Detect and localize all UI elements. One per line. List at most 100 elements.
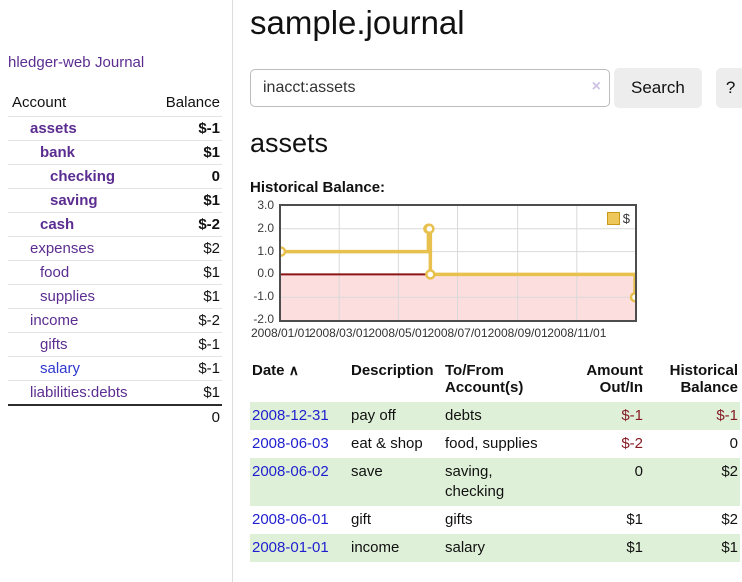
register-header-amount: Amount Out/In	[586, 362, 643, 396]
account-heading: assets	[250, 128, 329, 158]
account-row: gifts $-1	[8, 332, 222, 357]
accounts-header-balance: Balance	[165, 94, 220, 111]
register-header-date-label: Date	[252, 362, 285, 379]
y-tick-label: 2.0	[257, 220, 274, 235]
chart-plot-area[interactable]: $	[279, 204, 637, 322]
account-balance: $1	[150, 188, 222, 213]
account-row: assets $-1	[8, 116, 222, 141]
account-link-gifts[interactable]: gifts	[40, 336, 68, 353]
search-input[interactable]	[250, 69, 610, 107]
transaction-date-link[interactable]: 2008-06-02	[252, 463, 329, 480]
register-header-balance: Historical Balance	[669, 362, 738, 396]
x-tick-label: 2008/09/01	[487, 326, 548, 340]
sort-ascending-icon: ∧	[288, 362, 299, 378]
register-row: 2008-06-02 save saving, checking 0 $2	[250, 458, 740, 506]
transaction-date-link[interactable]: 2008-01-01	[252, 539, 329, 556]
account-balance: 0	[150, 164, 222, 189]
account-link-salary[interactable]: salary	[40, 360, 81, 377]
account-link-supplies[interactable]: supplies	[40, 288, 96, 305]
help-button[interactable]: ?	[715, 68, 742, 108]
transaction-description: gift	[351, 511, 372, 528]
transaction-date-link[interactable]: 2008-06-03	[252, 435, 329, 452]
search-box: ×	[250, 69, 610, 107]
transaction-balance: $2	[721, 463, 738, 480]
accounts-header-row: Account Balance	[8, 90, 222, 117]
chart-legend: $	[606, 211, 630, 226]
y-tick-label: -1.0	[253, 289, 274, 304]
transaction-balance: $-1	[716, 407, 738, 424]
transaction-amount: $1	[626, 511, 643, 528]
transaction-description: save	[351, 463, 383, 480]
account-row: food $1	[8, 260, 222, 285]
search-form: × Search ?	[250, 68, 742, 108]
account-balance: $1	[150, 260, 222, 285]
main-content: sample.journal × Search ? assets Histori…	[233, 0, 742, 582]
account-link-cash[interactable]: cash	[40, 216, 75, 233]
x-tick-label: 2008/11/01	[547, 326, 607, 340]
x-tick-label: 2008/01/01	[250, 326, 312, 340]
chart-title: Historical Balance:	[250, 179, 386, 196]
page-title: sample.journal	[250, 4, 465, 41]
account-link-income[interactable]: income	[30, 312, 79, 329]
register-row: 2008-01-01 income salary $1 $1	[250, 534, 740, 562]
balance-chart: 3.0 2.0 1.0 0.0 -1.0 -2.0 $ 2008/01/01 2008/03…	[250, 198, 650, 346]
account-balance: $-2	[150, 308, 222, 333]
account-balance: $1	[150, 380, 222, 405]
transaction-amount: $1	[626, 539, 643, 556]
transaction-date-link[interactable]: 2008-06-01	[252, 511, 329, 528]
register-row: 2008-06-03 eat & shop food, supplies $-2…	[250, 430, 740, 458]
x-tick-label: 2008/07/01	[427, 326, 488, 340]
transaction-balance: 0	[729, 435, 738, 452]
legend-swatch-icon	[606, 212, 620, 225]
transaction-account: gifts	[445, 511, 473, 528]
account-balance: $-1	[150, 356, 222, 381]
register-header-date[interactable]: Date ∧	[250, 360, 349, 402]
y-tick-label: 0.0	[257, 266, 274, 281]
search-button[interactable]: Search	[614, 68, 702, 108]
account-link-liabilities-debts[interactable]: liabilities:debts	[30, 384, 128, 401]
x-tick-label: 2008/03/01	[309, 326, 370, 340]
account-link-checking[interactable]: checking	[50, 168, 116, 185]
register-row: 2008-06-01 gift gifts $1 $2	[250, 506, 740, 534]
transaction-date-link[interactable]: 2008-12-31	[252, 407, 329, 424]
transaction-account: debts	[445, 407, 482, 424]
account-link-saving[interactable]: saving	[50, 192, 98, 209]
account-link-food[interactable]: food	[40, 264, 70, 281]
transaction-description: income	[351, 539, 400, 556]
account-link-assets[interactable]: assets	[30, 120, 77, 137]
account-link-bank[interactable]: bank	[40, 144, 76, 161]
accounts-total-balance: 0	[150, 404, 222, 429]
register-header-description: Description	[351, 362, 434, 379]
transaction-description: eat & shop	[351, 435, 423, 452]
transaction-balance: $2	[721, 511, 738, 528]
register-table: Date ∧ Description To/From Account(s) Am…	[250, 360, 740, 562]
sidebar-item-journal[interactable]: Journal	[95, 54, 145, 71]
clear-search-icon[interactable]: ×	[591, 78, 601, 95]
transaction-account: saving, checking	[445, 463, 505, 500]
account-row: liabilities:debts $1	[8, 380, 222, 405]
sidebar: hledger-web Journal Account Balance asse…	[0, 0, 233, 582]
transaction-account: salary	[445, 539, 486, 556]
account-link-expenses[interactable]: expenses	[30, 240, 95, 257]
account-row: saving $1	[8, 188, 222, 213]
y-tick-label: -2.0	[253, 312, 274, 326]
legend-label: $	[622, 211, 630, 226]
transaction-balance: $1	[721, 539, 738, 556]
account-row: expenses $2	[8, 236, 222, 261]
chart-svg	[281, 206, 635, 320]
account-row: supplies $1	[8, 284, 222, 309]
brand-link[interactable]: hledger-web	[8, 54, 91, 71]
account-row: cash $-2	[8, 212, 222, 237]
account-balance: $-1	[150, 332, 222, 357]
y-tick-label: 3.0	[257, 198, 274, 212]
transaction-account: food, supplies	[445, 435, 538, 452]
transaction-description: pay off	[351, 407, 396, 424]
register-header-row: Date ∧ Description To/From Account(s) Am…	[250, 360, 740, 402]
register-header-account: To/From Account(s)	[445, 362, 524, 396]
transaction-amount: $-1	[621, 407, 643, 424]
account-balance: $1	[150, 284, 222, 309]
account-row: salary $-1	[8, 356, 222, 381]
x-tick-label: 2008/05/01	[368, 326, 429, 340]
account-row: bank $1	[8, 140, 222, 165]
